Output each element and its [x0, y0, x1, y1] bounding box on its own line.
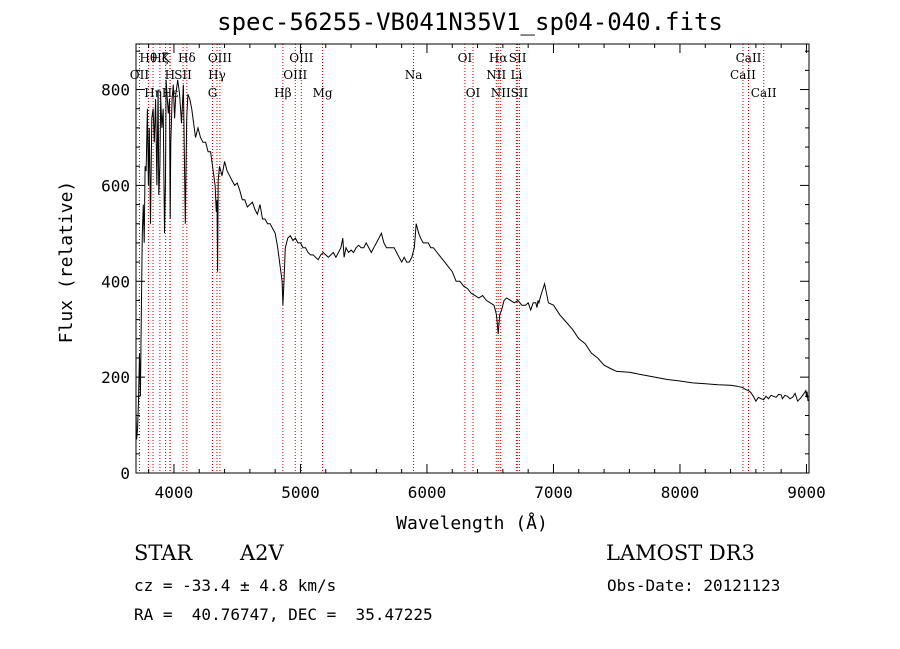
y-tick-label: 200 [101, 368, 130, 387]
spectrum-line [135, 79, 809, 440]
plot-frame [135, 43, 810, 474]
x-tick-label: 9000 [787, 483, 826, 502]
y-axis-label: Flux (relative) [56, 181, 77, 344]
x-tick-label: 7000 [534, 483, 573, 502]
y-tick-label: 600 [101, 176, 130, 195]
line-label: OIII [283, 68, 307, 82]
line-label: Hγ [208, 68, 226, 82]
object-class: STAR [134, 541, 193, 565]
line-label: Hζ [151, 51, 168, 65]
line-label: OIII [208, 51, 232, 65]
survey-name: LAMOST DR3 [606, 541, 755, 565]
line-label: CaII [730, 68, 756, 82]
line-label: CaII [751, 86, 777, 100]
y-tick-label: 400 [101, 272, 130, 291]
line-label: Hδ [178, 51, 196, 65]
x-tick-label: 4000 [155, 483, 194, 502]
x-tick-label: 8000 [661, 483, 700, 502]
line-label: NII [491, 86, 511, 100]
x-tick-label: 6000 [408, 483, 447, 502]
x-axis-ticks: 4000 5000 6000 7000 8000 9000 [148, 44, 826, 502]
object-subclass: A2V [240, 541, 284, 565]
line-label: K [161, 51, 171, 65]
line-label: Hη [144, 86, 162, 100]
line-label: NII [486, 68, 506, 82]
line-label: SII [174, 68, 192, 82]
y-tick-label: 0 [120, 464, 130, 483]
obs-date-text: Obs-Date: 20121123 [607, 576, 781, 595]
line-label: Hα [489, 51, 508, 65]
line-label: SII [511, 86, 529, 100]
chart-title: spec-56255-VB041N35V1_sp04-040.fits [217, 8, 723, 36]
emission-line-labels: OIIHθHηHζHεKHHδSIIGHγOIIIHβOIIIOIIIMgNaO… [130, 51, 777, 100]
line-label: OIII [289, 51, 313, 65]
x-axis-label: Wavelength (Å) [396, 512, 548, 534]
emission-line-markers [138, 44, 765, 473]
line-label: OII [130, 68, 150, 82]
line-label: Na [405, 68, 423, 82]
x-tick-label: 5000 [281, 483, 320, 502]
line-label: OI [458, 51, 473, 65]
line-label: OI [466, 86, 481, 100]
redshift-text: cz = -33.4 ± 4.8 km/s [134, 576, 337, 595]
line-label: SII [509, 51, 527, 65]
y-tick-label: 800 [101, 81, 130, 100]
y-axis-ticks: 0 200 400 600 800 [101, 50, 809, 483]
radec-text: RA = 40.76747, DEC = 35.47225 [134, 605, 433, 624]
line-label: Hβ [274, 86, 291, 100]
line-label: Hθ [140, 51, 158, 65]
line-label: Mg [313, 86, 333, 100]
line-label: CaII [736, 51, 762, 65]
line-label: G [208, 86, 218, 100]
line-label: H [165, 68, 175, 82]
line-label: Li [510, 68, 522, 82]
